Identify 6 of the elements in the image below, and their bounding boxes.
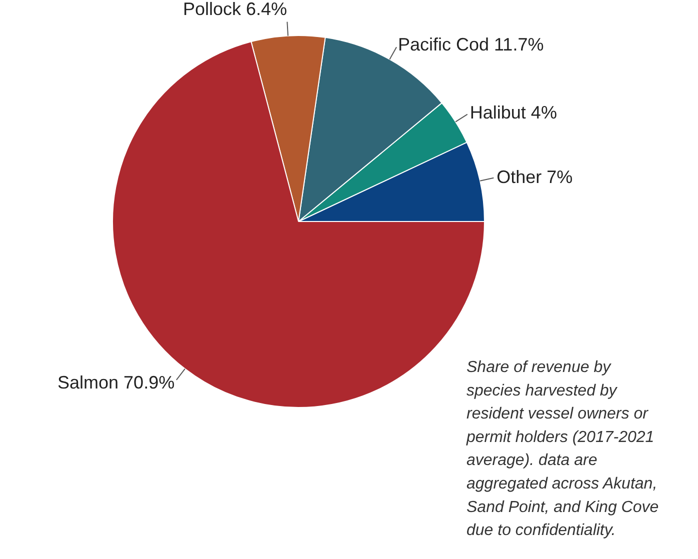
slice-label: Pollock 6.4% bbox=[182, 0, 288, 19]
slice-label: Salmon 70.9% bbox=[58, 372, 175, 392]
slice-label: Halibut 4% bbox=[470, 102, 557, 123]
text: Share of revenue by species harvested by resident vessel owners or permit holders (2017-2021 average). data are aggregated across Akutan, Sand Point, and King Cove due to confidentiality. bbox=[466, 359, 659, 540]
slice-label: Other 7% bbox=[496, 167, 573, 188]
slice-label: Pacific Cod 11.7% bbox=[398, 34, 544, 55]
